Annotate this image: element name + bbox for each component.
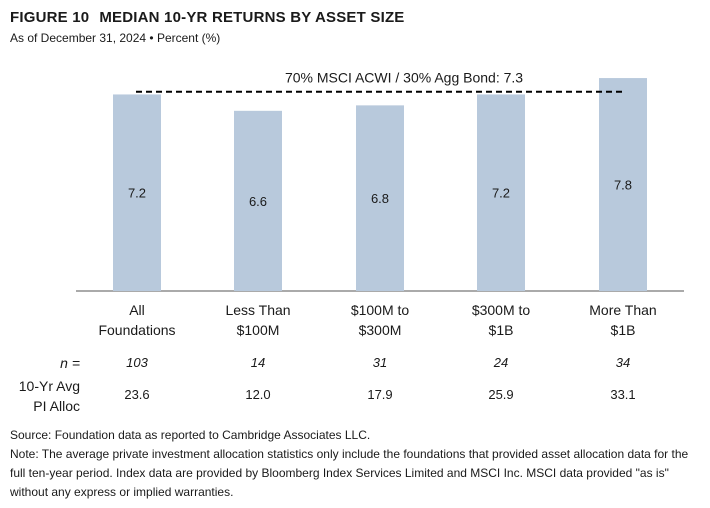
category-label-2-line-0: $100M to: [350, 302, 410, 318]
bar-0: [113, 94, 161, 291]
n-value-2: 31: [372, 355, 388, 370]
category-label-3-line-0: $300M to: [471, 302, 531, 318]
bar-value-label-3: 7.2: [492, 186, 510, 201]
category-label-4-line-1: $1B: [610, 322, 636, 338]
bar-value-label-4: 7.8: [614, 178, 632, 193]
pi-row-label: 10-Yr Avg PI Alloc: [0, 376, 80, 416]
bar-value-label-1: 6.6: [249, 194, 267, 209]
note-text: Note: The average private investment all…: [10, 447, 689, 499]
bar-2: [356, 105, 404, 291]
category-label-1: Less Than $100M: [198, 300, 318, 340]
n-value-0: 103: [126, 355, 148, 370]
pi-label-line-1: 10-Yr Avg: [18, 378, 80, 394]
chart-title: FIGURE 10 MEDIAN 10-YR RETURNS BY ASSET S…: [10, 9, 405, 26]
category-label-1-line-1: $100M: [236, 322, 280, 338]
chart-subtitle: As of December 31, 2024 • Percent (%): [10, 31, 221, 45]
benchmark-label: 70% MSCI ACWI / 30% Agg Bond: 7.3: [285, 70, 523, 86]
pi-label-line-2: PI Alloc: [33, 398, 80, 414]
bar-1: [234, 110, 282, 291]
category-label-2-line-1: $300M: [358, 322, 402, 338]
title-text: MEDIAN 10-YR RETURNS BY ASSET SIZE: [99, 9, 405, 26]
n-value-3: 24: [493, 355, 509, 370]
bar-value-label-2: 6.8: [371, 191, 389, 206]
pi-value-2: 17.9: [367, 387, 393, 402]
bar-3: [477, 94, 525, 291]
bar-chart: 7.2 6.6 6.8 7.2 7.8 70% MSCI ACWI / 30% Agg B…: [76, 70, 684, 292]
category-label-2: $100M to $300M: [320, 300, 440, 340]
pi-value-3: 25.9: [488, 387, 514, 402]
category-label-0: All Foundations: [77, 300, 197, 340]
category-label-4: More Than $1B: [563, 300, 683, 340]
category-label-4-line-0: More Than: [589, 302, 657, 318]
bar-4: [599, 78, 647, 291]
category-label-3: $300M to $1B: [441, 300, 561, 340]
bar-value-label-0: 7.2: [128, 186, 146, 201]
n-value-1: 14: [250, 355, 266, 370]
figure-label: FIGURE 10: [10, 9, 90, 26]
n-value-4: 34: [615, 355, 631, 370]
pi-value-0: 23.6: [124, 387, 150, 402]
category-label-3-line-1: $1B: [488, 322, 514, 338]
pi-value-4: 33.1: [610, 387, 636, 402]
category-label-1-line-0: Less Than: [225, 302, 291, 318]
footer: Source: Foundation data as reported to C…: [10, 426, 700, 502]
category-label-0-line-1: Foundations: [98, 322, 176, 338]
pi-value-1: 12.0: [245, 387, 271, 402]
category-label-0-line-0: All: [129, 302, 145, 318]
n-row-label: n =: [60, 355, 80, 371]
source-text: Source: Foundation data as reported to C…: [10, 428, 371, 442]
